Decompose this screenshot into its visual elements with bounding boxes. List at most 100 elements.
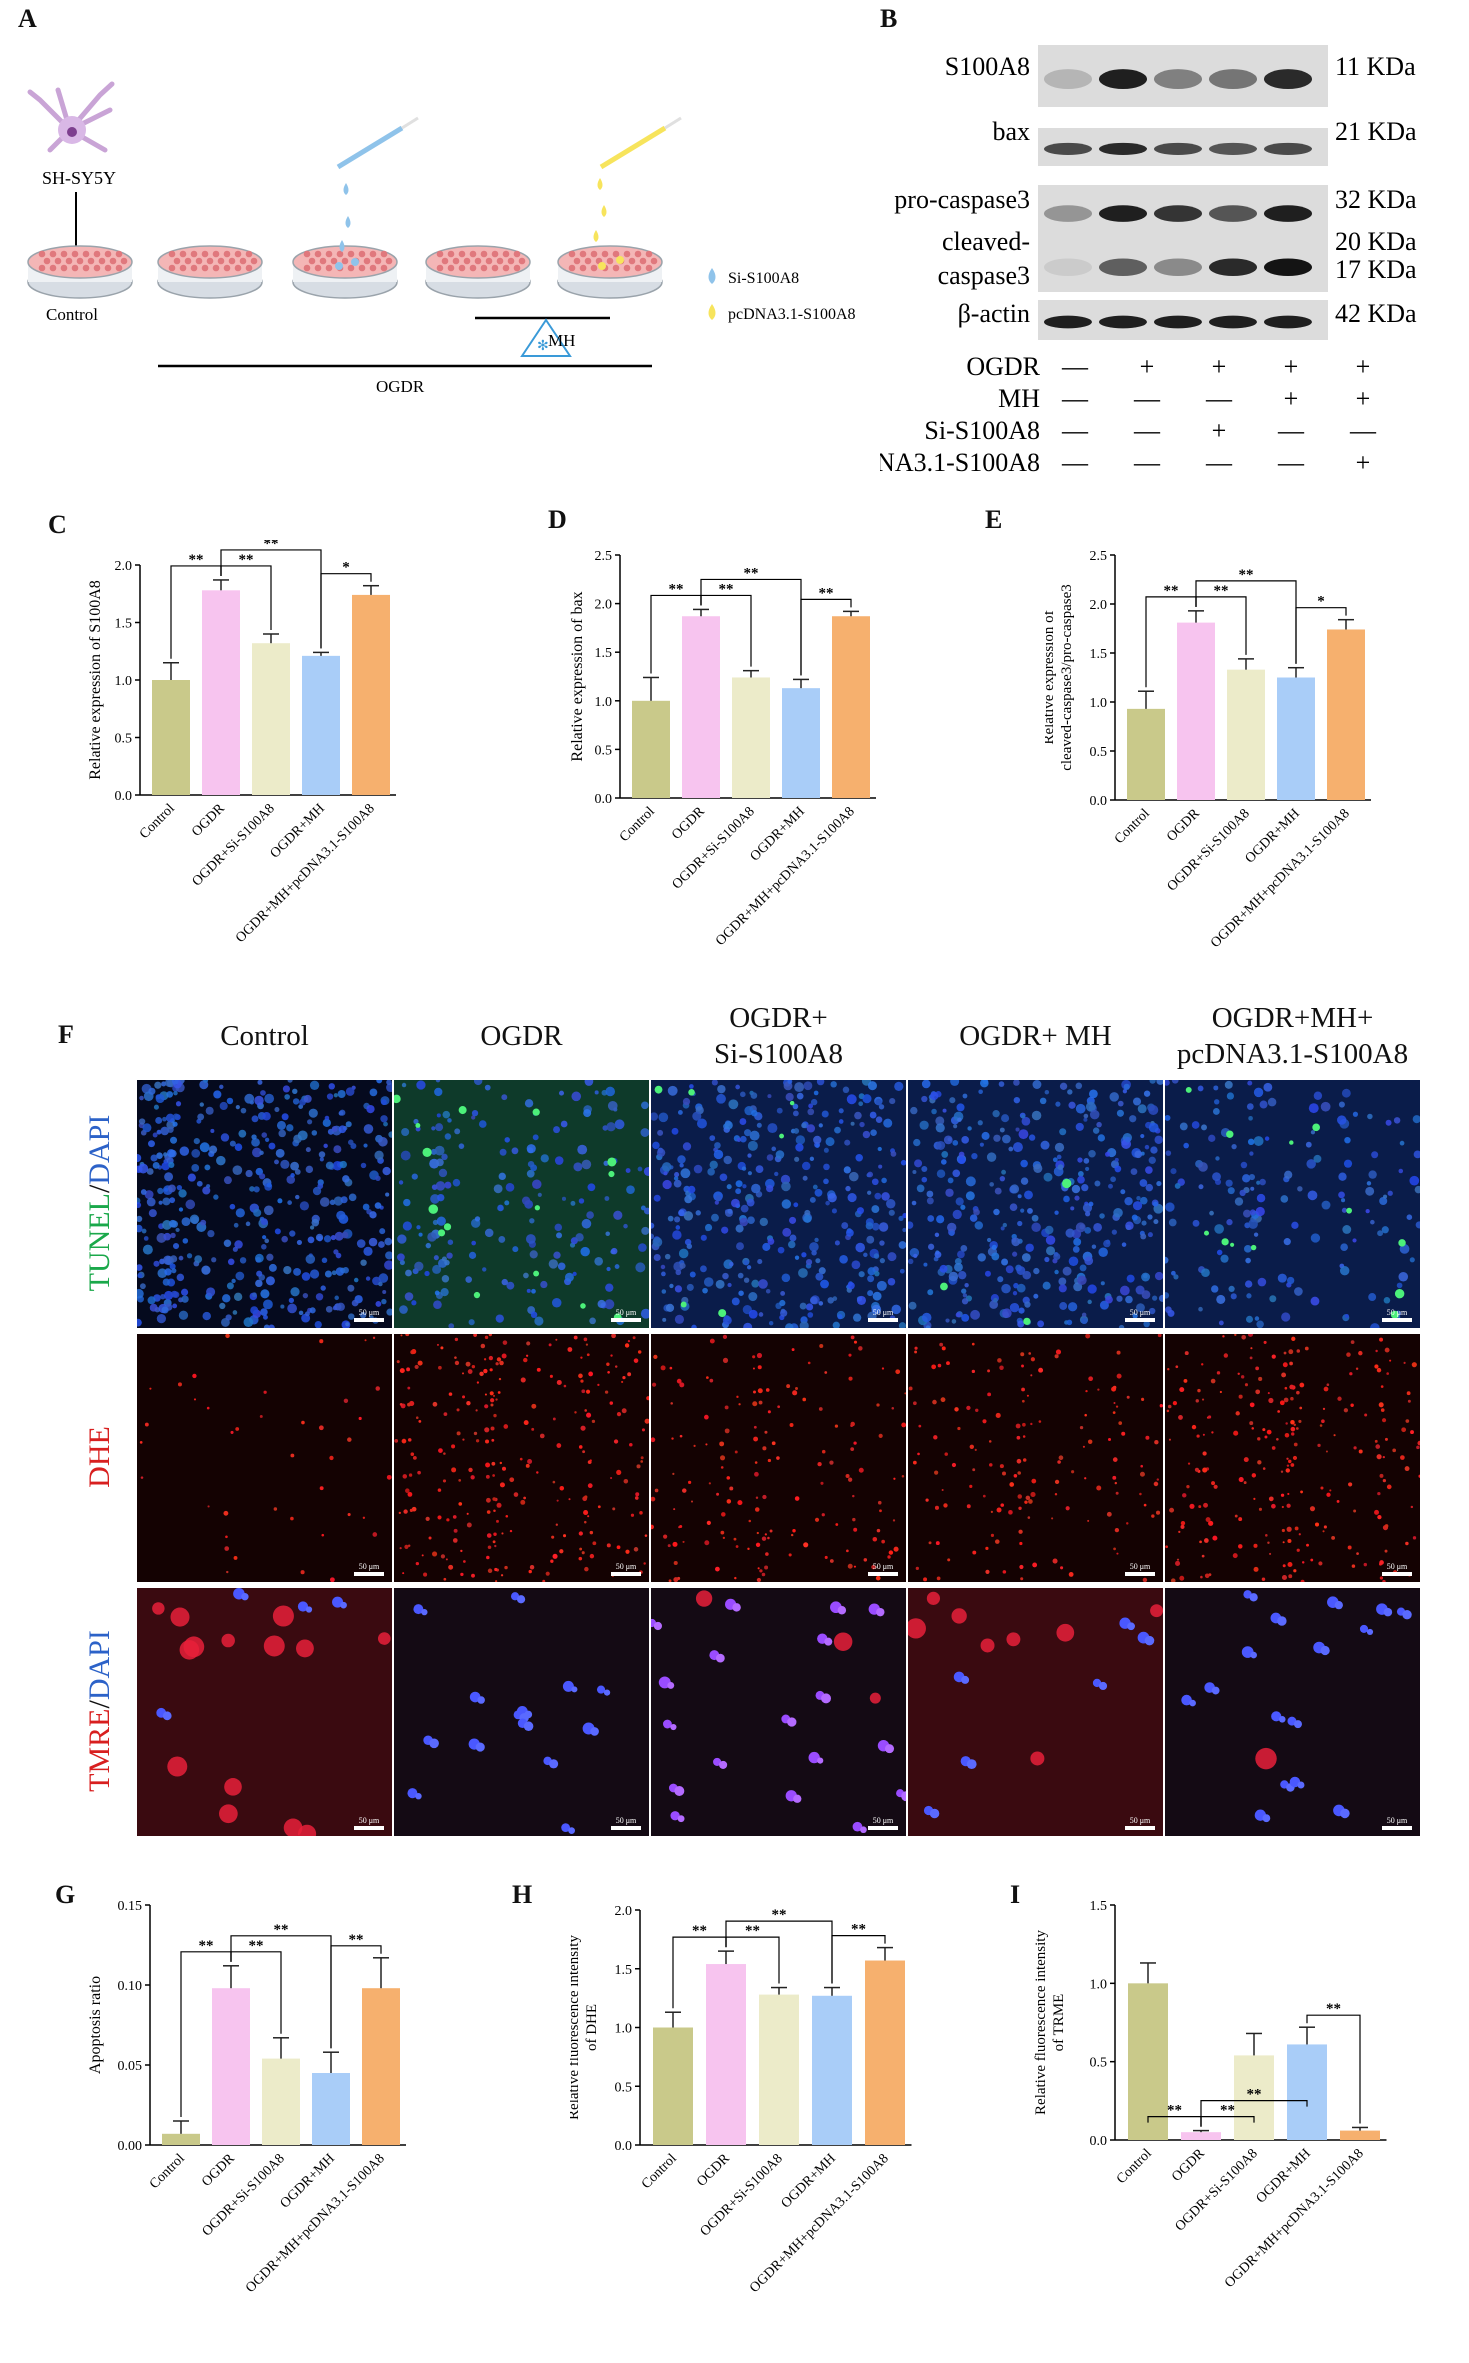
blot-band <box>1154 315 1202 329</box>
blot-condition-mark: + <box>1356 448 1371 477</box>
blot-condition-mark: + <box>1212 352 1227 381</box>
micrograph-tile: 50 μm <box>137 1080 392 1328</box>
blot-band <box>1264 258 1312 277</box>
column-header: OGDR+ Si-S100A8 <box>714 1002 843 1070</box>
significance-label: ** <box>1167 2103 1182 2119</box>
blot-band <box>1209 142 1257 155</box>
bar <box>152 680 190 795</box>
y-axis-label: Relative expression of S100A8 <box>87 580 104 780</box>
bar <box>1287 2044 1327 2140</box>
x-tick-label: Control <box>639 2151 680 2192</box>
bar <box>212 1988 250 2145</box>
blot-band <box>1099 69 1147 90</box>
significance-label: ** <box>274 1922 289 1938</box>
blot-band <box>1154 258 1202 277</box>
scale-bar-label: 50 μm <box>615 1816 637 1825</box>
scale-bar <box>1382 1572 1412 1576</box>
micrograph-tile: 50 μm <box>394 1588 649 1836</box>
chart-d-bax: 0.0 0.5 1.0 1.5 2.0 2.5 Relative expression of… <box>570 549 876 949</box>
blot-protein-label: β-actin <box>958 299 1030 328</box>
significance-label: ** <box>745 1923 760 1939</box>
significance-label: ** <box>744 565 759 581</box>
blot-band <box>1099 258 1147 277</box>
scale-bar-label: 50 μm <box>358 1562 380 1571</box>
scale-bar-label: 50 μm <box>615 1562 637 1571</box>
significance-label: ** <box>239 552 254 568</box>
svg-text:Si-S100A8: Si-S100A8 <box>728 270 799 287</box>
blot-protein-label: pro-caspase3 <box>894 185 1030 214</box>
chart-e-caspase3: 0.0 0.5 1.0 1.5 2.0 2.5 Relative expression of… <box>1045 549 1371 951</box>
yellow-drop-icon <box>708 304 716 320</box>
blot-band <box>1099 205 1147 222</box>
mh-label: MH <box>548 331 575 350</box>
row-label: TMRE/DAPI <box>83 1630 116 1792</box>
blot-kda-label: 17 KDa <box>1335 255 1417 284</box>
column-header: OGDR+MH+ pcDNA3.1-S100A8 <box>1176 1002 1409 1070</box>
scale-bar <box>611 1572 641 1576</box>
blot-kda-label: 42 KDa <box>1335 299 1417 328</box>
bar <box>162 2133 200 2145</box>
scale-bar-label: 50 μm <box>1129 1308 1151 1317</box>
blot-band <box>1264 69 1312 90</box>
significance-label: ** <box>189 552 204 568</box>
y-axis-label: Relative expression of <box>1045 610 1057 744</box>
y-tick-label: 0.0 <box>1090 2134 1108 2149</box>
panel-letter-g: G <box>55 1880 76 1909</box>
scale-bar <box>1125 1318 1155 1322</box>
micrograph-tile: 50 μm <box>1165 1334 1420 1582</box>
y-tick-label: 0.0 <box>1090 794 1108 809</box>
micrograph-tile: 50 μm <box>394 1080 649 1328</box>
scale-bar-label: 50 μm <box>872 1308 894 1317</box>
blot-condition-mark: — <box>1277 416 1305 445</box>
blot-strip <box>1038 185 1328 237</box>
y-tick-label: 1.5 <box>1090 647 1108 662</box>
significance-label: ** <box>1326 2001 1341 2017</box>
blot-protein-label: cleaved- <box>942 227 1030 256</box>
blot-condition-mark: — <box>1349 416 1377 445</box>
y-tick-label: 1.5 <box>1090 1899 1108 1914</box>
chart-h-dhe: 0.0 0.5 1.0 1.5 2.0 Relative fluorescence int… <box>570 1904 912 2296</box>
blot-band <box>1264 315 1312 329</box>
column-header: Control <box>220 1020 309 1052</box>
x-tick-label: Control <box>1112 806 1153 847</box>
blot-condition-mark: — <box>1133 416 1161 445</box>
y-tick-label: 1.0 <box>1090 696 1108 711</box>
y-tick-label: 0.5 <box>1090 745 1108 760</box>
y-tick-label: 0.15 <box>118 1899 143 1914</box>
blot-protein-label: caspase3 <box>938 261 1030 290</box>
y-tick-label: 2.0 <box>1090 598 1108 613</box>
significance-label: ** <box>819 585 834 601</box>
row-label: DHE <box>83 1426 116 1488</box>
y-axis-label: Relative fluorescence intensity <box>570 1935 582 2120</box>
y-tick-label: 0.0 <box>595 792 613 807</box>
y-axis-label: Relative expression of bax <box>570 591 586 761</box>
bar <box>262 2058 300 2145</box>
significance-label: ** <box>719 581 734 597</box>
blot-band <box>1044 258 1092 277</box>
svg-text:pcDNA3.1-S100A8: pcDNA3.1-S100A8 <box>728 306 856 323</box>
pipette-yellow-icon <box>593 116 682 242</box>
y-tick-label: 0.0 <box>615 2139 633 2154</box>
y-axis-label: Apoptosis ratio <box>87 1976 104 2074</box>
bar <box>732 677 770 798</box>
x-tick-label: OGDR <box>669 804 708 843</box>
micrograph-tile: 50 μm <box>651 1588 906 1836</box>
panel-letter-b: B <box>880 4 898 33</box>
scale-bar <box>1382 1826 1412 1830</box>
significance-bracket <box>330 1945 382 2049</box>
y-tick-label: 0.0 <box>115 789 133 804</box>
x-tick-label: OGDR <box>1169 2146 1208 2185</box>
y-tick-label: 1.5 <box>615 1963 633 1978</box>
significance-label: * <box>1317 594 1325 610</box>
blot-condition-mark: + <box>1284 352 1299 381</box>
blot-condition-mark: + <box>1284 384 1299 413</box>
chart-i-trme: 0.0 0.5 1.0 1.5 Relative fluorescence intens… <box>1033 1899 1387 2291</box>
bar <box>832 616 870 798</box>
blot-band <box>1264 205 1312 222</box>
significance-label: ** <box>692 1923 707 1939</box>
blue-drop-icon <box>708 268 716 284</box>
x-tick-label: OGDR <box>199 2151 238 2190</box>
y-tick-label: 1.0 <box>1090 1977 1108 1992</box>
scale-bar-label: 50 μm <box>1386 1562 1408 1571</box>
significance-label: * <box>342 560 350 576</box>
